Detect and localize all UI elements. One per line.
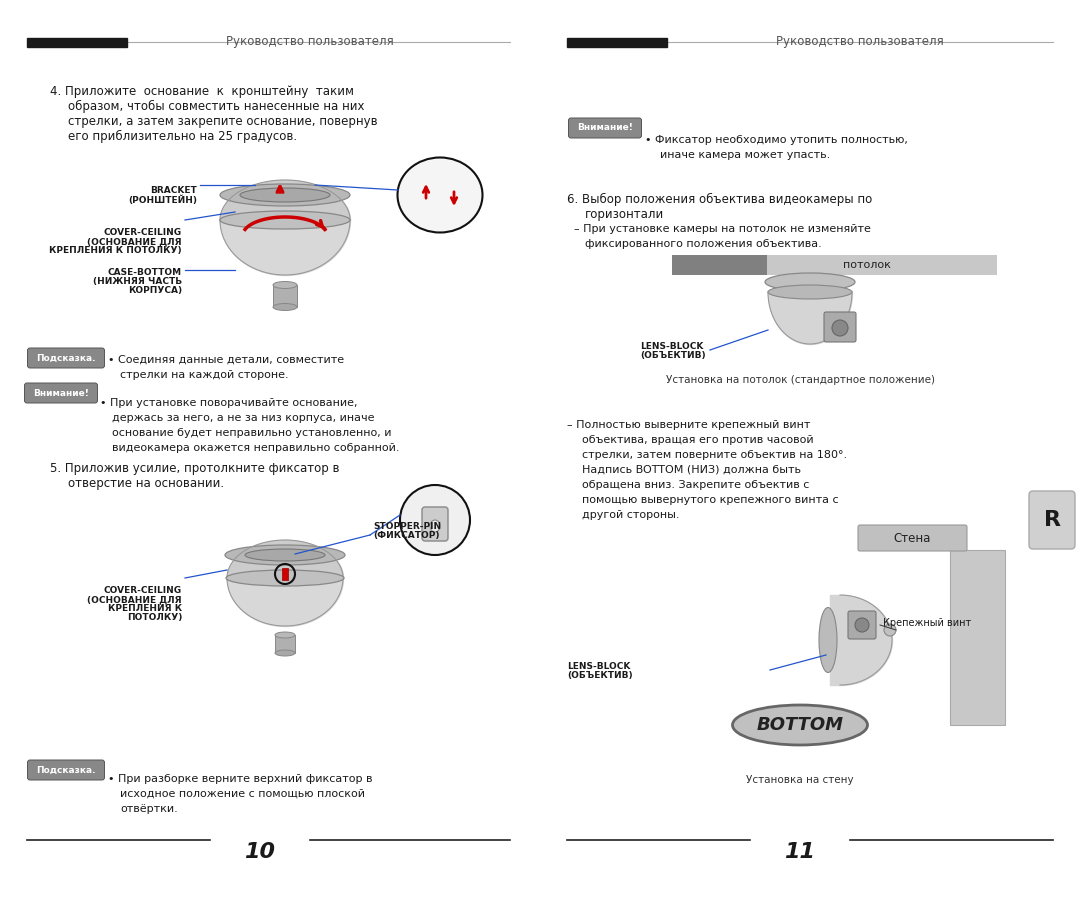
- Ellipse shape: [275, 632, 295, 638]
- Text: COVER-CEILING: COVER-CEILING: [104, 586, 183, 595]
- Text: STOPPER-PIN: STOPPER-PIN: [373, 522, 441, 531]
- Text: иначе камера может упасть.: иначе камера может упасть.: [660, 150, 831, 160]
- Text: Подсказка.: Подсказка.: [37, 354, 96, 363]
- Text: видеокамера окажется неправильно собранной.: видеокамера окажется неправильно собранн…: [112, 443, 400, 453]
- Text: • При установке поворачивайте основание,: • При установке поворачивайте основание,: [100, 398, 357, 408]
- Text: (ОСНОВАНИЕ ДЛЯ: (ОСНОВАНИЕ ДЛЯ: [87, 237, 183, 246]
- Bar: [950, 550, 1005, 725]
- Text: Руководство пользователя: Руководство пользователя: [777, 35, 944, 49]
- Text: LENS-BLOCK: LENS-BLOCK: [567, 662, 631, 671]
- Ellipse shape: [273, 303, 297, 310]
- Bar: [672, 255, 767, 275]
- Text: отвёртки.: отвёртки.: [120, 804, 178, 814]
- Text: стрелки на каждой стороне.: стрелки на каждой стороне.: [120, 370, 288, 380]
- Text: Внимание!: Внимание!: [33, 389, 89, 398]
- Circle shape: [885, 624, 896, 636]
- Ellipse shape: [245, 549, 325, 561]
- Bar: [567, 38, 667, 47]
- Text: помощью вывернутого крепежного винта с: помощью вывернутого крепежного винта с: [582, 495, 839, 505]
- Ellipse shape: [220, 184, 350, 206]
- Bar: [767, 255, 997, 275]
- Text: – Полностью выверните крепежный винт: – Полностью выверните крепежный винт: [567, 420, 810, 430]
- Text: КРЕПЛЕНИЯ К: КРЕПЛЕНИЯ К: [108, 604, 183, 613]
- Text: (НИЖНЯЯ ЧАСТЬ: (НИЖНЯЯ ЧАСТЬ: [93, 277, 183, 286]
- Text: (ОБЪЕКТИВ): (ОБЪЕКТИВ): [640, 351, 705, 360]
- Ellipse shape: [765, 273, 855, 291]
- Text: 5. Приложив усилие, протолкните фиксатор в: 5. Приложив усилие, протолкните фиксатор…: [50, 462, 339, 475]
- Circle shape: [400, 485, 470, 555]
- Ellipse shape: [225, 545, 345, 565]
- Ellipse shape: [855, 618, 869, 632]
- Text: Внимание!: Внимание!: [577, 123, 633, 132]
- Text: 10: 10: [244, 842, 275, 862]
- FancyBboxPatch shape: [422, 507, 448, 541]
- FancyBboxPatch shape: [27, 348, 105, 368]
- Text: Стена: Стена: [893, 532, 931, 544]
- Ellipse shape: [397, 158, 483, 232]
- Ellipse shape: [273, 282, 297, 289]
- FancyBboxPatch shape: [568, 118, 642, 138]
- Text: Подсказка.: Подсказка.: [37, 766, 96, 775]
- Text: держась за него, а не за низ корпуса, иначе: держась за него, а не за низ корпуса, ин…: [112, 413, 375, 423]
- Text: 4. Приложите  основание  к  кронштейну  таким: 4. Приложите основание к кронштейну таки…: [50, 85, 354, 98]
- Ellipse shape: [240, 188, 330, 202]
- Text: • Фиксатор необходимо утопить полностью,: • Фиксатор необходимо утопить полностью,: [645, 135, 908, 145]
- Bar: [273, 285, 297, 307]
- Text: 6. Выбор положения объектива видеокамеры по: 6. Выбор положения объектива видеокамеры…: [567, 193, 873, 206]
- Text: • При разборке верните верхний фиксатор в: • При разборке верните верхний фиксатор …: [108, 774, 373, 784]
- Ellipse shape: [275, 650, 295, 656]
- Text: исходное положение с помощью плоской: исходное положение с помощью плоской: [120, 789, 365, 799]
- Text: (ОСНОВАНИЕ ДЛЯ: (ОСНОВАНИЕ ДЛЯ: [87, 595, 183, 604]
- Ellipse shape: [220, 211, 350, 229]
- Text: другой стороны.: другой стороны.: [582, 510, 679, 520]
- Bar: [27, 38, 127, 47]
- Text: BRACKET: BRACKET: [150, 186, 197, 195]
- Text: CASE-BOTTOM: CASE-BOTTOM: [108, 268, 183, 277]
- Text: основание будет неправильно установленно, и: основание будет неправильно установленно…: [112, 428, 391, 438]
- Text: стрелки, затем поверните объектив на 180°.: стрелки, затем поверните объектив на 180…: [582, 450, 847, 460]
- Text: КРЕПЛЕНИЯ К ПОТОЛКУ): КРЕПЛЕНИЯ К ПОТОЛКУ): [50, 246, 183, 255]
- Text: COVER-CEILING: COVER-CEILING: [104, 228, 183, 237]
- FancyBboxPatch shape: [25, 383, 97, 403]
- Ellipse shape: [226, 570, 345, 586]
- Ellipse shape: [819, 608, 837, 672]
- Text: КОРПУСА): КОРПУСА): [127, 286, 183, 295]
- Text: Руководство пользователя: Руководство пользователя: [226, 35, 394, 49]
- Text: горизонтали: горизонтали: [585, 208, 664, 221]
- Text: отверстие на основании.: отверстие на основании.: [68, 477, 225, 490]
- FancyBboxPatch shape: [858, 525, 967, 551]
- Text: Установка на стену: Установка на стену: [746, 775, 854, 785]
- Ellipse shape: [832, 320, 848, 336]
- Text: объектива, вращая его против часовой: объектива, вращая его против часовой: [582, 435, 813, 445]
- Text: BOTTOM: BOTTOM: [756, 716, 843, 734]
- Text: (ФИКСАТОР): (ФИКСАТОР): [373, 531, 440, 540]
- Text: образом, чтобы совместить нанесенные на них: образом, чтобы совместить нанесенные на …: [68, 100, 365, 113]
- Ellipse shape: [430, 520, 440, 532]
- FancyBboxPatch shape: [27, 760, 105, 780]
- Ellipse shape: [768, 285, 852, 299]
- Text: фиксированного положения объектива.: фиксированного положения объектива.: [585, 239, 822, 249]
- Text: LENS-BLOCK: LENS-BLOCK: [640, 342, 703, 351]
- Text: Надпись BOTTOM (НИЗ) должна быть: Надпись BOTTOM (НИЗ) должна быть: [582, 465, 801, 475]
- Text: Установка на потолок (стандартное положение): Установка на потолок (стандартное положе…: [665, 375, 934, 385]
- Text: обращена вниз. Закрепите объектив с: обращена вниз. Закрепите объектив с: [582, 480, 809, 490]
- Bar: [282, 568, 288, 580]
- Text: (РОНШТЕЙН): (РОНШТЕЙН): [129, 195, 197, 204]
- Text: 11: 11: [784, 842, 815, 862]
- Text: R: R: [1043, 510, 1061, 530]
- FancyBboxPatch shape: [1029, 491, 1075, 549]
- Text: стрелки, а затем закрепите основание, повернув: стрелки, а затем закрепите основание, по…: [68, 115, 378, 128]
- Text: Крепежный винт: Крепежный винт: [883, 618, 971, 628]
- FancyBboxPatch shape: [824, 312, 856, 342]
- Text: потолок: потолок: [843, 260, 891, 270]
- Ellipse shape: [732, 705, 867, 745]
- Text: • Соединяя данные детали, совместите: • Соединяя данные детали, совместите: [108, 355, 345, 365]
- FancyBboxPatch shape: [848, 611, 876, 639]
- Text: (ОБЪЕКТИВ): (ОБЪЕКТИВ): [567, 671, 633, 680]
- Text: – При установке камеры на потолок не изменяйте: – При установке камеры на потолок не изм…: [573, 224, 870, 234]
- Text: его приблизительно на 25 градусов.: его приблизительно на 25 градусов.: [68, 130, 297, 143]
- Text: ПОТОЛКУ): ПОТОЛКУ): [126, 613, 183, 622]
- Bar: [275, 635, 295, 653]
